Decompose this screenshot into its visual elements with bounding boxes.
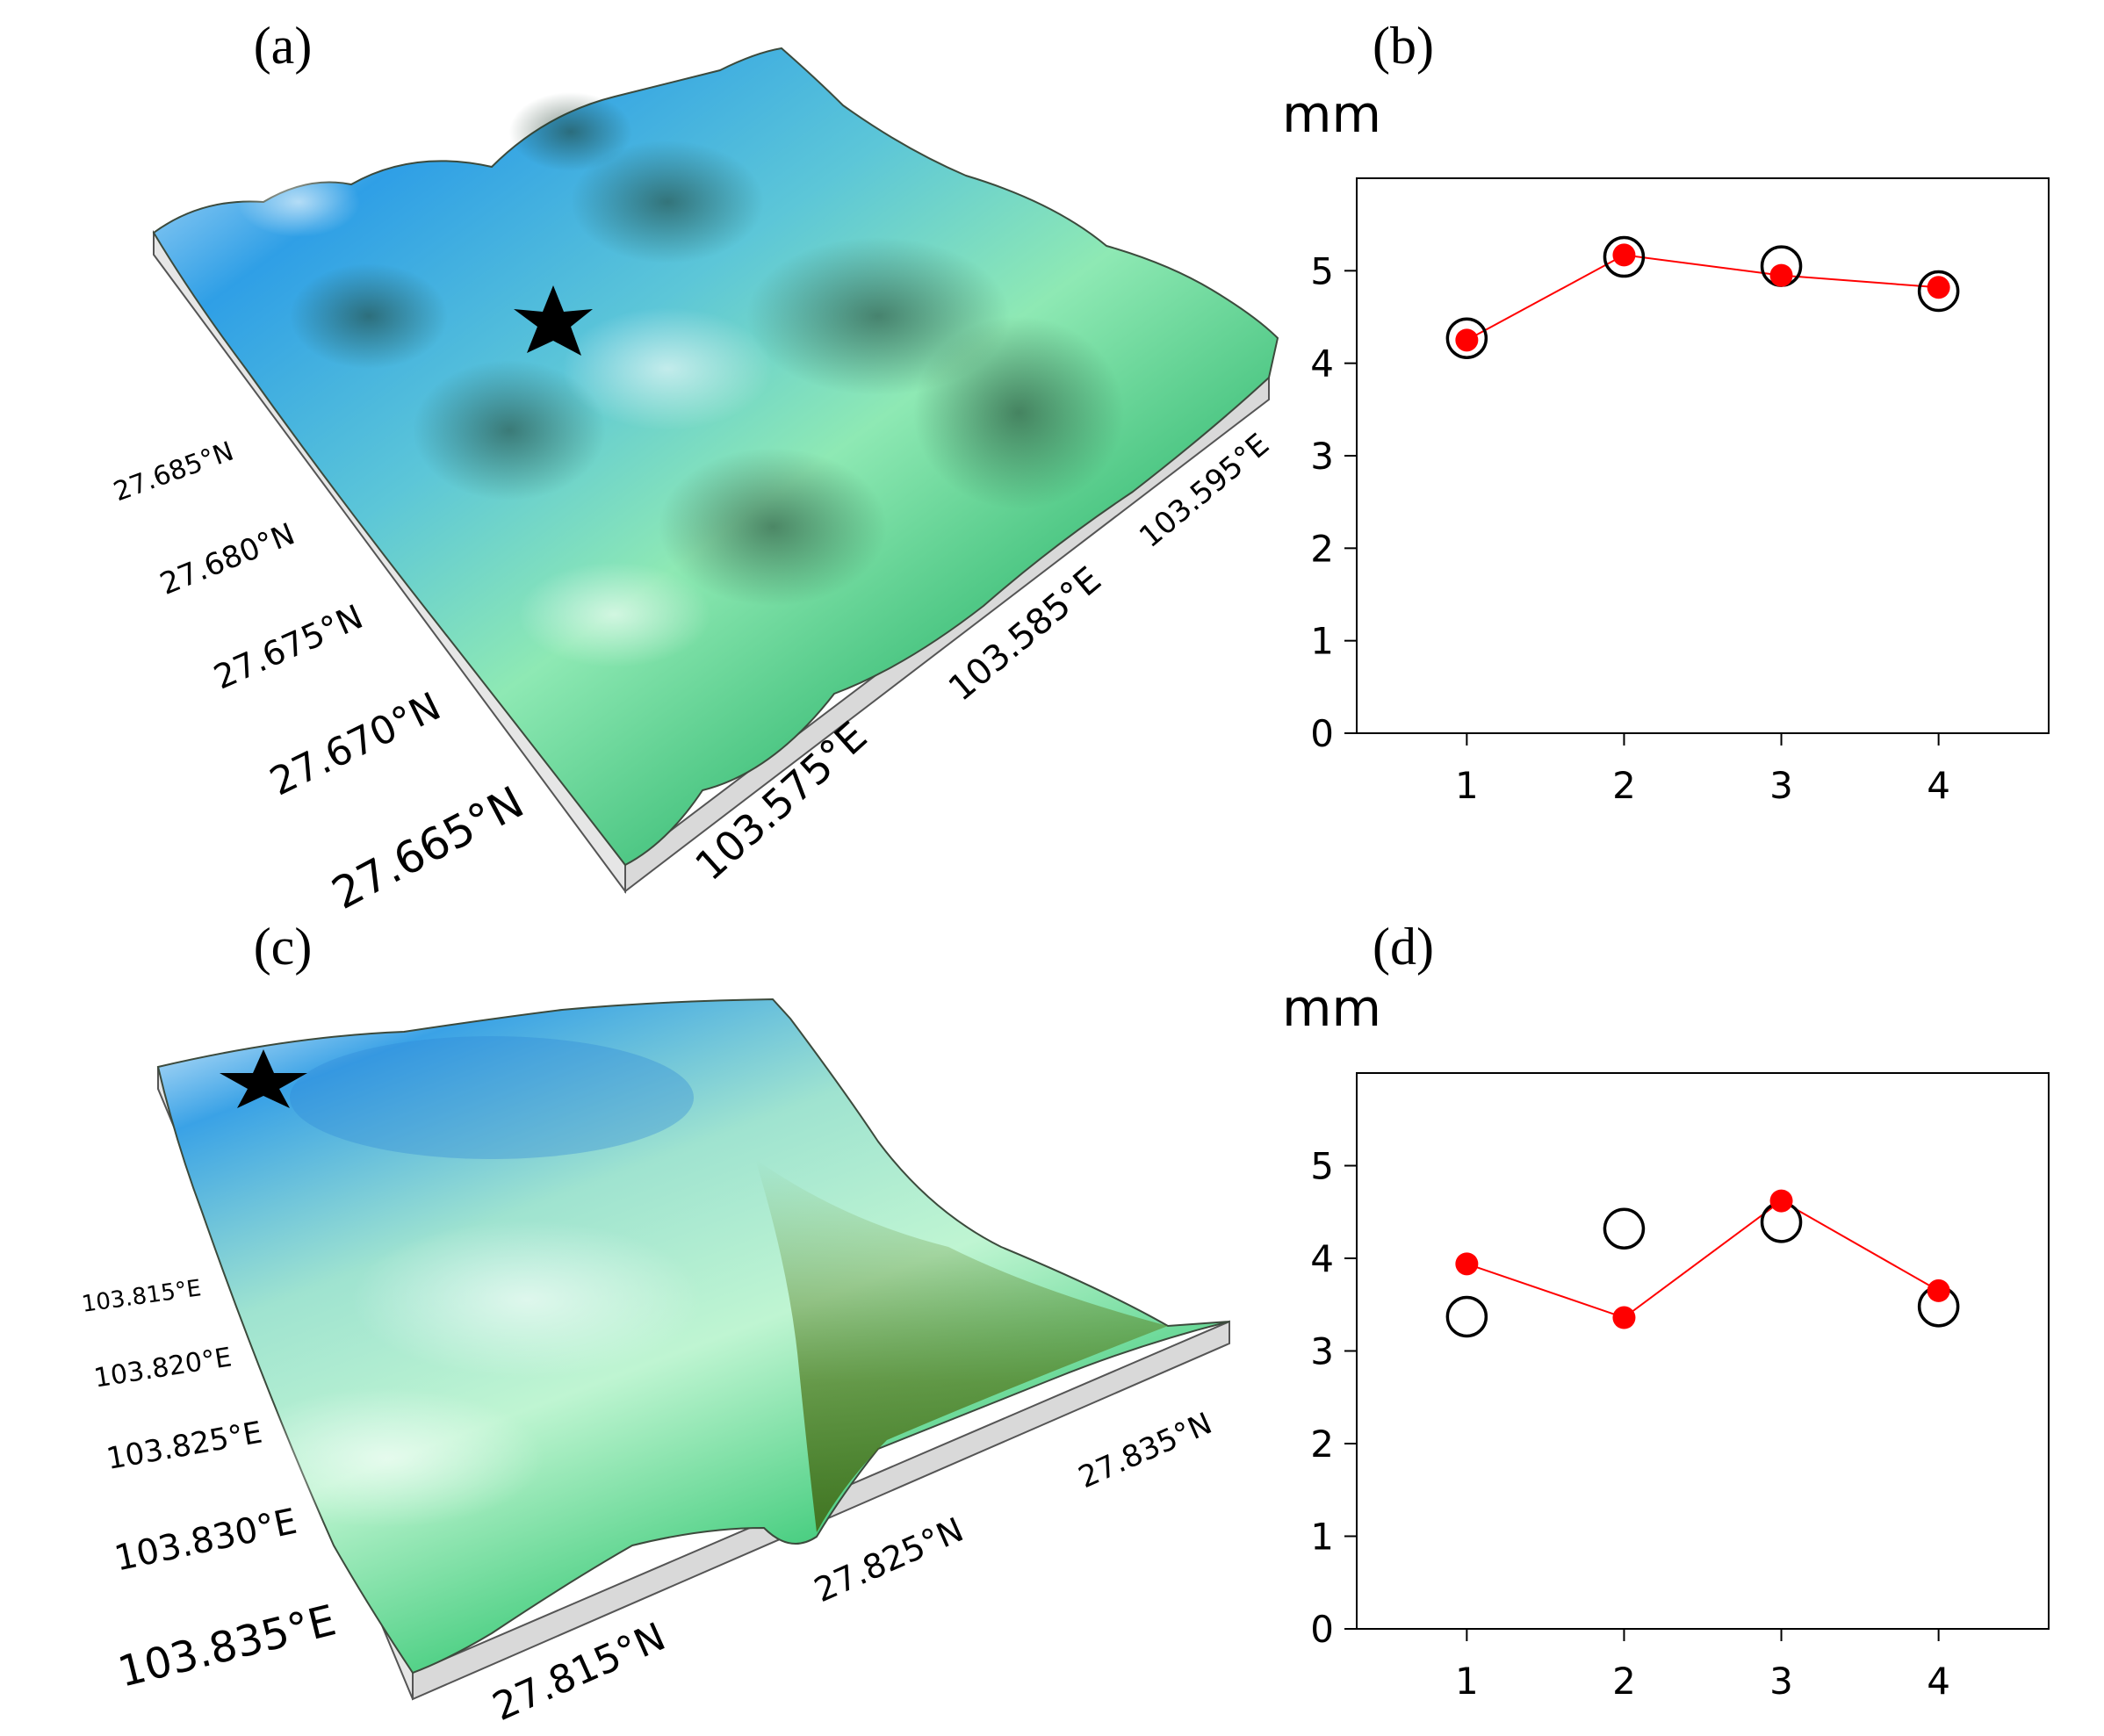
- x-tick-label: 1: [1455, 764, 1479, 807]
- y-tick-label: 0: [1310, 1608, 1334, 1651]
- y-unit-label: mm: [1282, 84, 1381, 144]
- y-tick-label: 1: [1310, 620, 1334, 663]
- y-tick-label: 5: [1310, 249, 1334, 292]
- x-tick-label: 3: [1769, 764, 1793, 807]
- red-dot-point: [1455, 328, 1479, 352]
- terrain-map-c: 103.815°E 103.820°E 103.825°E 103.830°E …: [80, 998, 1230, 1730]
- red-dot-point: [1769, 1189, 1793, 1213]
- terrain-a-highlight: [518, 562, 711, 667]
- lon-label: 103.820°E: [92, 1342, 234, 1394]
- terrain-a-highlight: [562, 307, 773, 430]
- lat-label: 27.665°N: [324, 776, 532, 919]
- panel-label-c: (c): [254, 918, 313, 976]
- terrain-a-ridge: [509, 92, 632, 171]
- terrain-a-ridge: [290, 263, 448, 369]
- x-tick-label: 4: [1927, 1660, 1950, 1703]
- y-tick-label: 1: [1310, 1516, 1334, 1559]
- open-circle-point: [1445, 1295, 1488, 1338]
- red-dot-point: [1927, 276, 1950, 299]
- terrain-a-highlight: [237, 167, 360, 237]
- plot-frame: [1356, 177, 2050, 734]
- terrain-a-ridge: [413, 360, 606, 501]
- open-circle-point: [1445, 317, 1488, 359]
- lon-label: 103.835°E: [113, 1596, 341, 1697]
- panel-label-a: (a): [254, 17, 313, 75]
- terrain-c-valley: [755, 1159, 1168, 1532]
- x-tick-label: 1: [1455, 1660, 1479, 1703]
- plot-frame: [1356, 1072, 2050, 1630]
- x-tick-label: 2: [1612, 764, 1636, 807]
- chart-d: mm 0 1 2 3 4 5 1 2 3 4: [1282, 978, 2050, 1703]
- open-circle-point: [1603, 235, 1646, 278]
- y-tick-label: 5: [1310, 1145, 1334, 1188]
- terrain-c-highlight: [228, 1387, 544, 1528]
- y-tick-label: 0: [1310, 712, 1334, 755]
- lat-label: 27.825°N: [809, 1510, 969, 1610]
- y-tick-label: 3: [1310, 435, 1334, 478]
- chart-b: mm 0 1 2 3 4 5 1 2 3 4: [1282, 84, 2050, 807]
- red-dot-point: [1455, 1252, 1479, 1276]
- panel-label-d: (d): [1373, 918, 1434, 976]
- lon-label: 103.815°E: [80, 1275, 203, 1318]
- series-line: [1466, 1199, 1940, 1319]
- star-icon: [514, 285, 593, 356]
- lat-label: 27.675°N: [208, 597, 369, 697]
- red-dot-point: [1612, 1306, 1636, 1329]
- panel-label-b: (b): [1373, 17, 1434, 75]
- terrain-c-highlight: [351, 1221, 703, 1379]
- lat-label: 27.680°N: [155, 516, 300, 602]
- y-unit-label: mm: [1282, 978, 1381, 1038]
- lat-label: 27.685°N: [110, 436, 238, 508]
- x-tick-label: 4: [1927, 764, 1950, 807]
- red-dot-point: [1927, 1279, 1950, 1302]
- terrain-a-ridge: [913, 316, 1124, 509]
- terrain-a-ridge: [571, 140, 764, 263]
- y-tick-label: 2: [1310, 1423, 1334, 1466]
- series-line: [1466, 254, 1939, 342]
- open-circle-point: [1917, 270, 1960, 313]
- y-tick-label: 4: [1310, 342, 1334, 385]
- terrain-c-highland: [290, 1036, 694, 1159]
- lat-label: 27.670°N: [263, 684, 448, 804]
- terrain-a-ridge: [659, 448, 887, 606]
- lat-label: 27.835°N: [1073, 1406, 1217, 1495]
- lon-label: 103.830°E: [111, 1502, 300, 1580]
- y-tick-label: 4: [1310, 1237, 1334, 1280]
- y-tick-label: 2: [1310, 527, 1334, 570]
- red-dot-point: [1769, 263, 1793, 287]
- x-tick-label: 3: [1769, 1660, 1793, 1703]
- open-circle-point: [1603, 1207, 1646, 1250]
- x-tick-label: 2: [1612, 1660, 1636, 1703]
- star-icon: [220, 1049, 307, 1108]
- terrain-map-a: 27.685°N 27.680°N 27.675°N 27.670°N 27.6…: [110, 47, 1279, 919]
- y-tick-label: 3: [1310, 1330, 1334, 1373]
- red-dot-point: [1612, 243, 1636, 267]
